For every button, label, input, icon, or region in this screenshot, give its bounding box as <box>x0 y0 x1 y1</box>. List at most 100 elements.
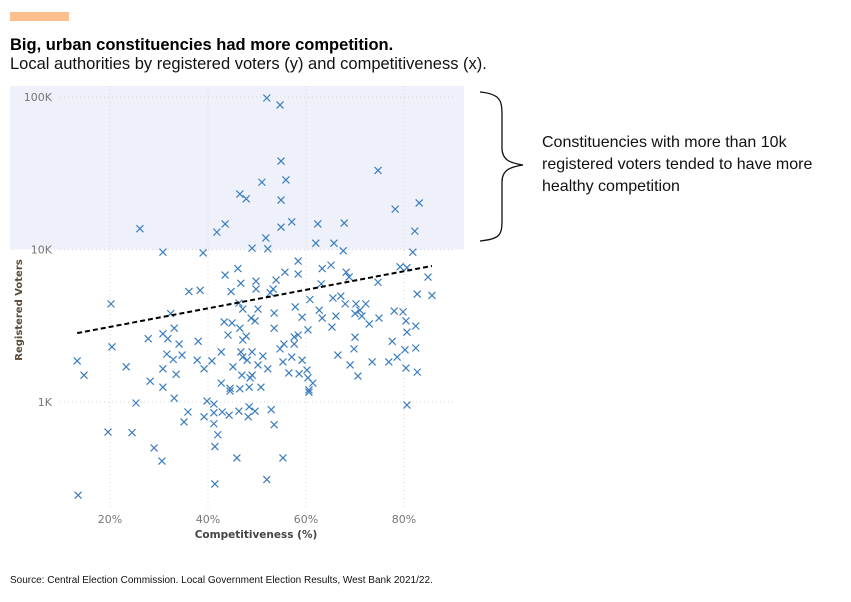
data-point <box>424 273 432 281</box>
data-point <box>280 340 288 348</box>
data-point <box>235 324 244 333</box>
data-point <box>290 333 299 341</box>
data-point <box>200 412 209 421</box>
data-point <box>158 364 167 373</box>
data-point <box>401 345 409 354</box>
data-point <box>73 356 82 365</box>
data-point <box>146 377 155 386</box>
data-point <box>256 383 265 392</box>
data-point <box>345 273 354 281</box>
data-point <box>144 334 153 343</box>
data-point <box>252 285 260 294</box>
highlight-region <box>10 86 464 250</box>
data-point <box>248 347 257 356</box>
data-point <box>220 318 229 326</box>
data-point <box>236 279 245 288</box>
annotation-text: Constituencies with more than 10k regist… <box>542 134 813 195</box>
data-point <box>237 371 246 380</box>
data-point <box>361 299 370 308</box>
data-point <box>193 356 202 365</box>
data-point <box>399 307 407 316</box>
data-point <box>413 290 422 299</box>
data-point <box>244 412 253 421</box>
data-point <box>104 428 112 437</box>
data-point <box>266 288 275 297</box>
data-point <box>330 239 338 248</box>
data-point <box>304 325 312 334</box>
data-point <box>357 312 366 320</box>
data-point <box>263 244 272 253</box>
data-point <box>233 264 242 273</box>
data-point <box>393 353 402 362</box>
data-point <box>178 351 186 360</box>
data-point <box>351 309 359 318</box>
data-point <box>263 364 272 373</box>
data-point <box>346 361 355 369</box>
data-point <box>150 443 159 452</box>
data-point <box>402 317 410 325</box>
data-point <box>238 353 247 362</box>
data-point <box>254 305 262 313</box>
data-point <box>132 399 140 407</box>
data-point <box>225 411 233 420</box>
data-point <box>354 372 362 380</box>
data-point <box>318 314 327 323</box>
data-point <box>236 347 245 356</box>
data-point <box>327 261 335 270</box>
data-point <box>199 248 208 257</box>
data-point <box>276 344 284 353</box>
data-point <box>254 361 262 369</box>
data-point <box>262 94 271 102</box>
x-tick-label: 40% <box>196 513 220 526</box>
data-point <box>303 366 311 374</box>
data-point <box>365 320 374 328</box>
data-point <box>403 401 411 409</box>
data-point <box>281 175 290 184</box>
source-note: Source: Central Election Commission. Loc… <box>10 575 433 586</box>
data-point <box>315 306 324 315</box>
data-point <box>328 323 336 331</box>
data-point <box>107 299 115 308</box>
data-point <box>224 331 233 339</box>
data-point <box>295 369 304 378</box>
data-point <box>245 383 254 392</box>
data-point <box>261 234 270 242</box>
data-point <box>229 362 237 371</box>
data-point <box>227 287 235 296</box>
data-point <box>162 350 171 359</box>
data-point <box>242 194 251 203</box>
data-point <box>238 336 247 344</box>
data-point <box>238 305 247 313</box>
data-point <box>375 314 383 323</box>
chart-subtitle: Local authorities by registered voters (… <box>10 55 487 73</box>
data-point <box>172 370 181 379</box>
data-point <box>351 333 359 342</box>
data-point <box>228 319 236 327</box>
data-point <box>170 394 179 403</box>
data-point <box>183 408 192 416</box>
data-point <box>234 407 243 416</box>
data-point <box>270 309 279 317</box>
data-point <box>281 268 289 277</box>
data-point <box>350 344 358 353</box>
data-point <box>355 306 364 315</box>
data-point <box>258 352 267 361</box>
data-point <box>226 384 234 393</box>
data-point <box>279 358 287 366</box>
y-tick-label: 1K <box>38 396 53 409</box>
y-tick-label: 10K <box>31 244 53 257</box>
data-point <box>252 277 260 286</box>
data-point <box>374 278 382 287</box>
x-tick-label: 60% <box>294 513 318 526</box>
data-point <box>207 356 216 365</box>
data-point <box>135 224 144 233</box>
data-point <box>410 227 419 236</box>
data-point <box>388 337 397 346</box>
data-point <box>210 442 219 451</box>
data-point <box>194 337 203 346</box>
data-point <box>277 196 285 204</box>
data-point <box>247 314 256 323</box>
data-point <box>415 199 424 207</box>
data-point <box>305 386 313 394</box>
data-point <box>217 379 226 388</box>
